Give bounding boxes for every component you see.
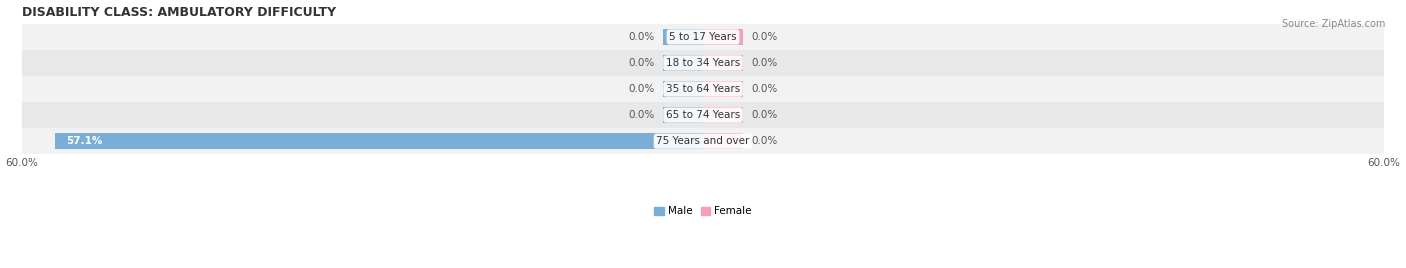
Bar [703,81,742,97]
Bar [703,29,742,45]
Text: 5 to 17 Years: 5 to 17 Years [669,32,737,42]
Text: 0.0%: 0.0% [752,136,778,146]
Text: 0.0%: 0.0% [752,84,778,94]
Text: 0.0%: 0.0% [628,58,654,68]
Text: 0.0%: 0.0% [752,58,778,68]
Text: 0.0%: 0.0% [628,110,654,120]
Bar [22,24,1384,50]
Legend: Male, Female: Male, Female [650,202,756,221]
Text: 0.0%: 0.0% [628,84,654,94]
Text: 0.0%: 0.0% [752,110,778,120]
Bar [664,55,703,71]
Bar [664,107,703,123]
Bar [22,50,1384,76]
Text: 65 to 74 Years: 65 to 74 Years [666,110,740,120]
Text: 0.0%: 0.0% [752,32,778,42]
Bar [703,133,742,149]
Text: Source: ZipAtlas.com: Source: ZipAtlas.com [1281,19,1385,29]
Text: 57.1%: 57.1% [66,136,103,146]
Text: 0.0%: 0.0% [628,32,654,42]
Bar [22,128,1384,154]
Bar [664,29,703,45]
Bar [703,55,742,71]
Text: DISABILITY CLASS: AMBULATORY DIFFICULTY: DISABILITY CLASS: AMBULATORY DIFFICULTY [22,6,336,18]
Bar [703,107,742,123]
Bar [22,76,1384,102]
Text: 35 to 64 Years: 35 to 64 Years [666,84,740,94]
Bar [664,81,703,97]
Bar [55,133,703,149]
Bar [22,102,1384,128]
Text: 18 to 34 Years: 18 to 34 Years [666,58,740,68]
Text: 75 Years and over: 75 Years and over [657,136,749,146]
